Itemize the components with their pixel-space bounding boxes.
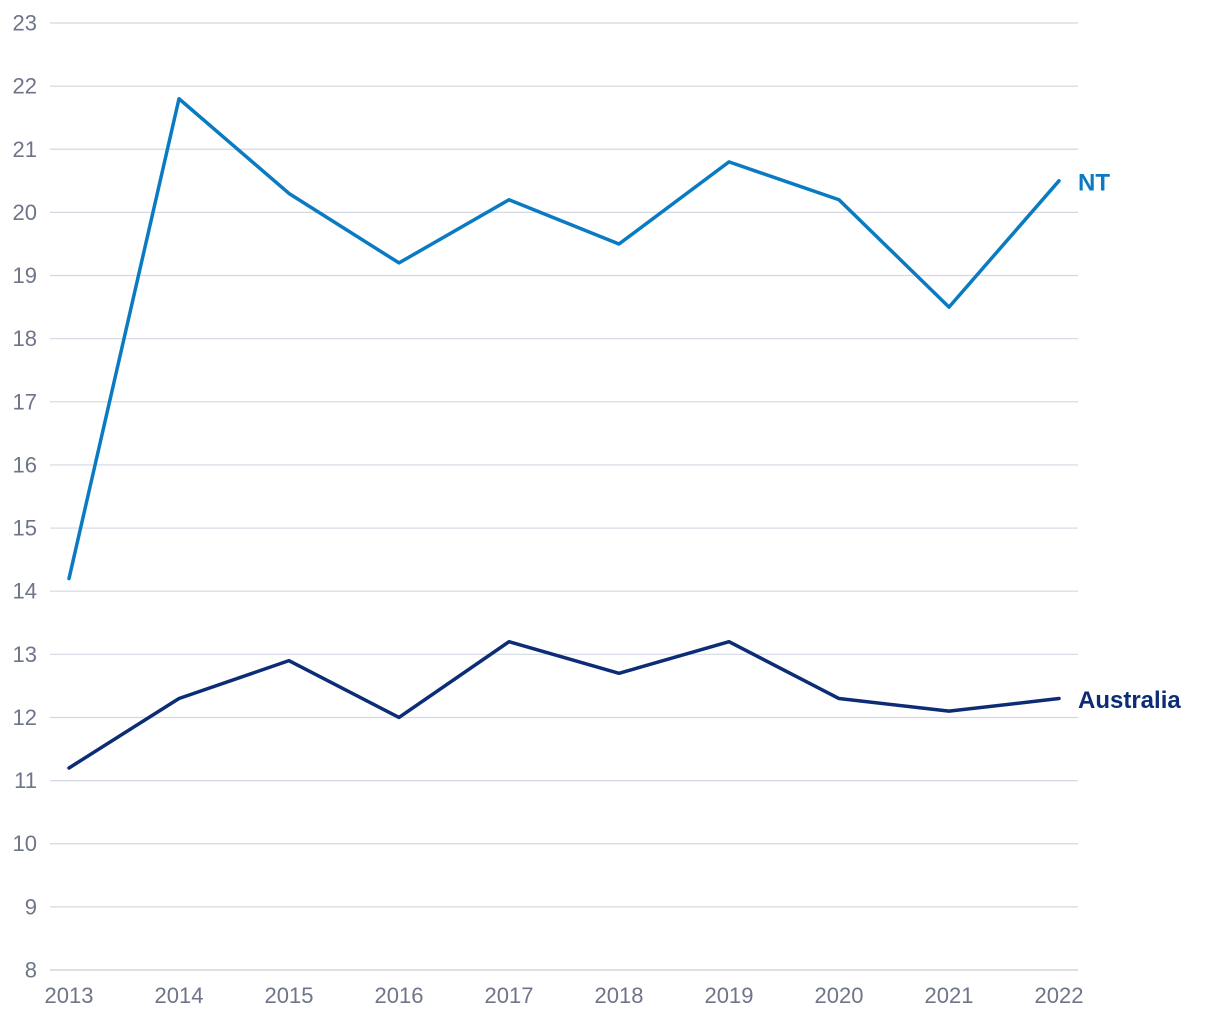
x-tick-label: 2019 (705, 983, 754, 1008)
y-tick-label: 8 (25, 958, 37, 983)
y-tick-label: 18 (13, 326, 37, 351)
x-axis-ticks: 2013 2014 2015 2016 2017 2018 2019 2020 2021 2022 (45, 983, 1084, 1008)
y-tick-label: 14 (13, 579, 37, 604)
series-line-nt (67, 97, 1061, 581)
x-tick-label: 2016 (375, 983, 424, 1008)
y-tick-label: 10 (13, 831, 37, 856)
x-tick-label: 2013 (45, 983, 94, 1008)
y-axis-ticks: 8 9 10 11 12 13 14 15 16 17 18 19 20 21 22 23 (13, 11, 37, 983)
series-label-nt: NT (1078, 169, 1110, 196)
x-tick-label: 2014 (155, 983, 204, 1008)
y-tick-label: 23 (13, 11, 37, 36)
y-tick-label: 9 (25, 894, 37, 919)
y-tick-label: 21 (13, 137, 37, 162)
series-lines (67, 97, 1061, 770)
y-tick-label: 19 (13, 263, 37, 288)
y-tick-label: 12 (13, 705, 37, 730)
series-labels: NT Australia (1078, 169, 1181, 714)
y-tick-label: 20 (13, 200, 37, 225)
y-tick-label: 17 (13, 389, 37, 414)
series-line-australia (67, 639, 1061, 770)
y-tick-label: 22 (13, 74, 37, 99)
gridlines (50, 22, 1078, 908)
x-tick-label: 2022 (1035, 983, 1084, 1008)
x-tick-label: 2020 (815, 983, 864, 1008)
x-tick-label: 2015 (265, 983, 314, 1008)
y-tick-label: 11 (14, 768, 37, 793)
y-tick-label: 15 (13, 516, 37, 541)
series-label-australia: Australia (1078, 687, 1181, 714)
x-tick-label: 2021 (925, 983, 974, 1008)
y-tick-label: 16 (13, 452, 37, 477)
x-tick-label: 2018 (595, 983, 644, 1008)
y-tick-label: 13 (13, 642, 37, 667)
x-tick-label: 2017 (485, 983, 534, 1008)
